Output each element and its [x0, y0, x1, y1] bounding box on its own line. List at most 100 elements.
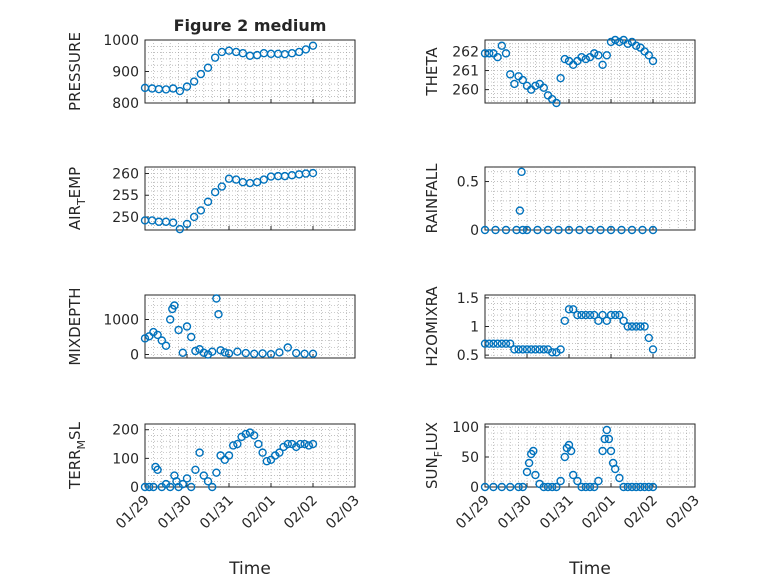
y-tick-label: 1.5 — [457, 291, 479, 307]
data-point — [203, 477, 213, 486]
data-point — [506, 339, 515, 348]
data-point — [606, 310, 616, 320]
data-point — [594, 316, 603, 325]
data-point — [249, 431, 259, 440]
x-tick-label: 02/03 — [663, 493, 703, 533]
data-point — [304, 441, 313, 450]
data-point — [539, 482, 548, 492]
data-point — [510, 79, 519, 89]
data-point — [524, 458, 534, 468]
plot-area — [144, 166, 356, 231]
data-point — [552, 482, 561, 492]
axes-h2omixra: 0.5 1 1.5 H2OMIXRA — [423, 286, 696, 367]
data-point — [556, 73, 565, 83]
y-tick-label: 0 — [470, 480, 479, 496]
data-point — [170, 301, 179, 310]
data-point — [581, 310, 590, 320]
x-tick-label: 02/01 — [579, 493, 619, 533]
data-point — [266, 455, 276, 464]
data-point — [493, 52, 502, 62]
data-point — [153, 465, 162, 475]
data-point — [165, 315, 175, 324]
y-tick-label: 1000 — [103, 313, 139, 329]
data-point — [529, 446, 538, 456]
data-point — [182, 82, 192, 91]
data-point — [640, 322, 649, 331]
data-point — [275, 448, 284, 457]
axes-sunflux: 0 50 100 SUNFLUX 01/29 01/30 01/31 02/01 02/02 02… — [423, 420, 703, 579]
y-axis-label: SUNFLUX — [423, 422, 445, 489]
data-point — [178, 348, 188, 357]
data-point — [178, 479, 188, 489]
data-point — [632, 322, 641, 331]
data-point — [258, 349, 267, 358]
data-point — [308, 168, 318, 178]
y-tick-label: 0 — [130, 480, 139, 496]
data-point — [632, 482, 641, 492]
data-point — [501, 225, 511, 235]
x-tick-label: 01/29 — [113, 493, 153, 533]
data-point — [560, 54, 569, 64]
data-point — [506, 70, 515, 79]
x-tick-label: 02/02 — [281, 493, 321, 533]
data-point — [485, 339, 494, 348]
x-tick-label: 01/29 — [453, 493, 493, 533]
data-point — [569, 305, 578, 314]
data-point — [228, 441, 238, 450]
data-point — [638, 225, 647, 235]
data-point — [514, 345, 523, 354]
data-point — [238, 49, 248, 58]
data-point — [598, 60, 607, 70]
data-point — [300, 439, 309, 449]
data-point — [296, 439, 305, 449]
data-point — [602, 425, 611, 435]
data-point — [258, 448, 267, 457]
data-point — [518, 75, 527, 85]
data-point — [140, 334, 150, 343]
data-point — [548, 348, 557, 357]
data-point — [216, 346, 225, 355]
y-axis-label: AIRTEMP — [66, 167, 88, 230]
data-point — [514, 482, 523, 492]
data-point — [275, 348, 284, 357]
data-point — [168, 218, 178, 227]
data-point — [186, 482, 196, 492]
data-point — [506, 482, 515, 492]
data-point — [617, 225, 626, 235]
y-tick-label: 1 — [470, 320, 479, 336]
data-point — [623, 322, 632, 331]
axes-rainfall: 0 0.5 RAINFALL — [423, 163, 696, 239]
data-point — [627, 482, 637, 492]
data-point — [283, 343, 292, 352]
data-point — [212, 294, 221, 303]
data-point — [501, 339, 511, 348]
data-point — [564, 225, 574, 235]
data-point — [149, 482, 158, 492]
data-point — [480, 482, 490, 492]
data-point — [590, 310, 599, 320]
data-point — [266, 349, 276, 359]
y-tick-label: 200 — [112, 423, 139, 439]
y-tick-label: 800 — [112, 96, 139, 112]
data-point — [207, 347, 217, 356]
data-point — [627, 322, 637, 331]
data-point — [623, 482, 632, 492]
data-point — [527, 345, 536, 354]
data-point — [640, 482, 649, 492]
data-point — [522, 467, 532, 477]
data-point — [596, 225, 605, 235]
data-point — [636, 322, 645, 331]
data-point — [602, 51, 611, 60]
plot-area — [484, 39, 696, 104]
data-point — [224, 451, 234, 460]
data-point — [585, 482, 595, 492]
y-tick-label: 260 — [452, 83, 479, 99]
data-point — [648, 56, 658, 66]
data-point — [140, 482, 150, 492]
data-point — [308, 349, 318, 358]
data-point — [600, 434, 609, 444]
data-point — [554, 225, 563, 235]
data-point — [220, 348, 230, 357]
data-point — [611, 464, 620, 474]
y-axis-label: RAINFALL — [423, 163, 441, 234]
